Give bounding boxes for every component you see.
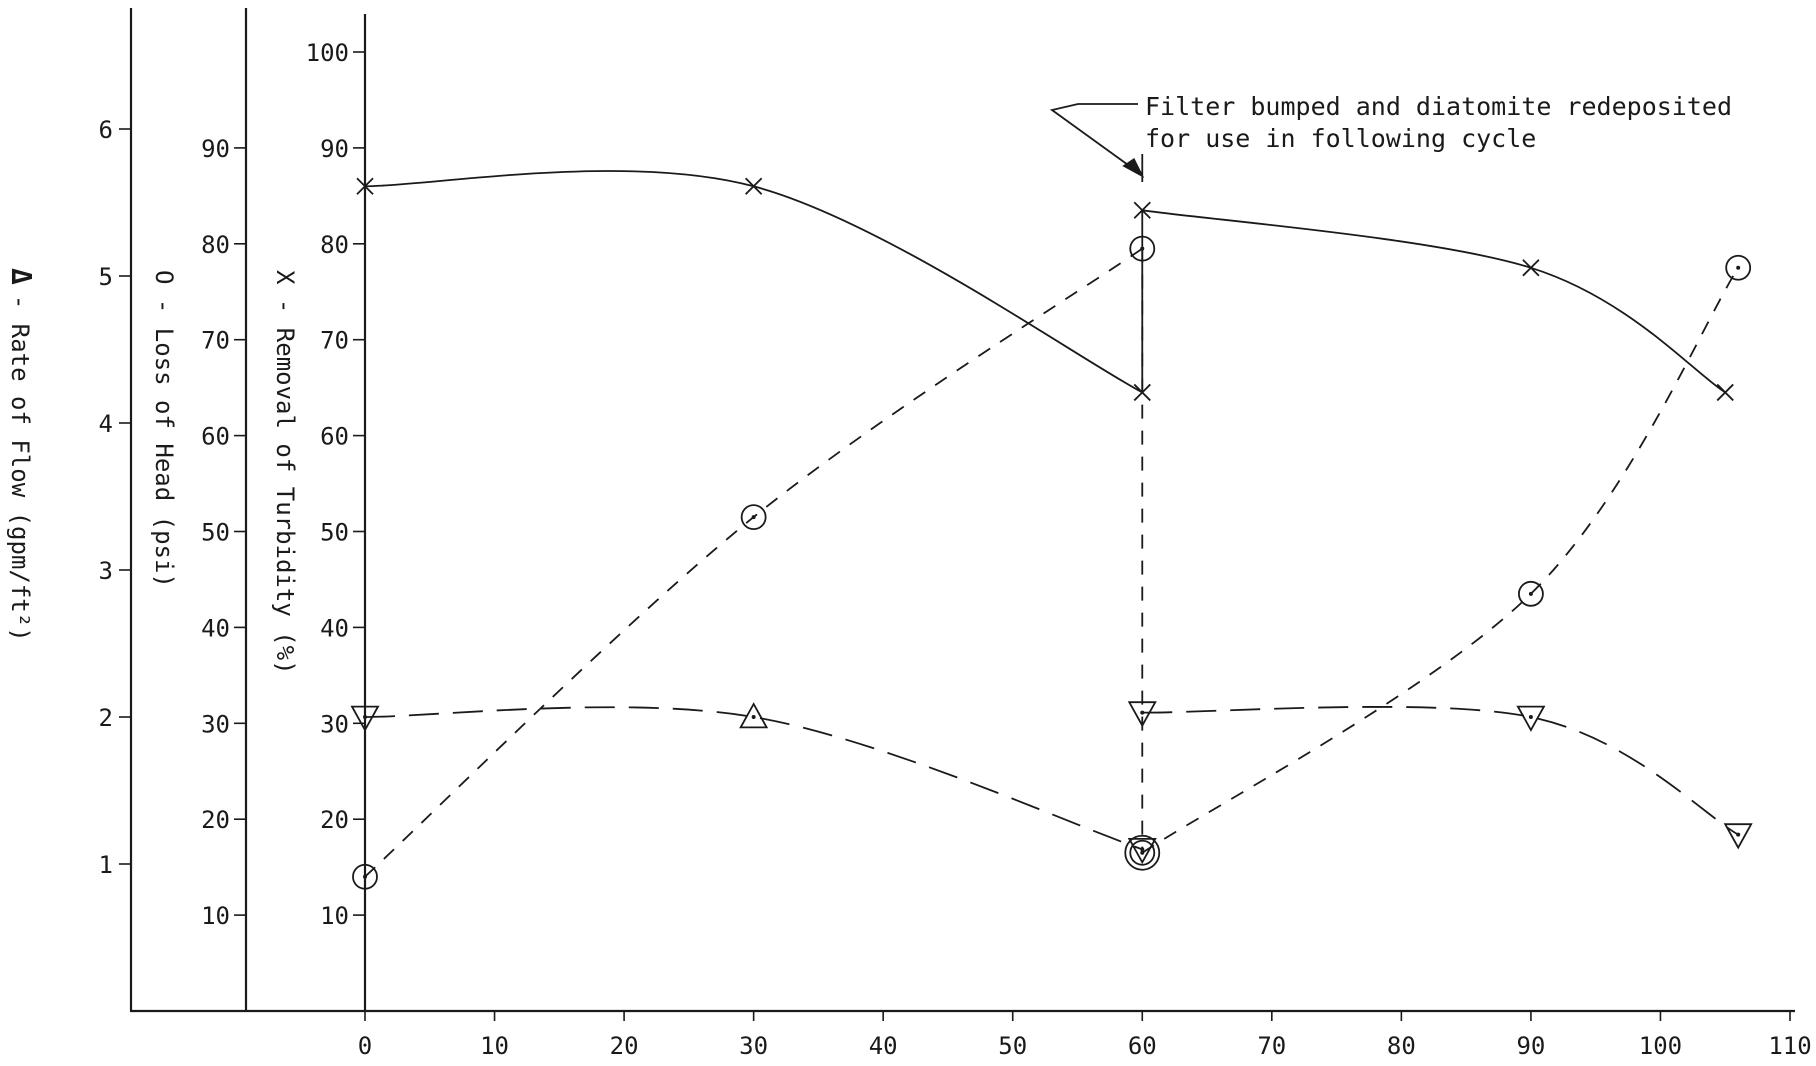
- flow-axis-symbol: Δ: [5, 268, 38, 285]
- triangle-point: [1516, 705, 1546, 732]
- x-tick-label: 60: [1128, 1032, 1157, 1060]
- curves-layer: [364, 170, 1739, 878]
- x-series-curve: [1142, 209, 1726, 394]
- removal-tick-label: 20: [320, 806, 349, 834]
- head-tick-label: 50: [201, 519, 230, 547]
- markers-layer: [350, 177, 1753, 890]
- circle-series-curve: [364, 247, 1143, 878]
- flow-tick-label: 6: [99, 116, 113, 144]
- triangle-series-curve: [364, 706, 1143, 851]
- triangle-point: [1127, 838, 1157, 865]
- removal-tick-label: 50: [320, 519, 349, 547]
- circle-point: [1129, 839, 1156, 866]
- x-series-curve: [364, 170, 1143, 394]
- head-tick-label: 30: [201, 710, 230, 738]
- flow-axis-label: - Rate of Flow (gpm/ft²): [6, 295, 34, 642]
- annotation-layer: Filter bumped and diatomite redeposited …: [1049, 92, 1732, 182]
- x-tick-label: 110: [1768, 1032, 1811, 1060]
- annotation-line-2: for use in following cycle: [1145, 124, 1536, 153]
- triangle-series-curve: [1142, 705, 1739, 836]
- x-tick-label: 50: [998, 1032, 1027, 1060]
- removal-tick-label: 100: [306, 39, 349, 67]
- head-tick-label: 20: [201, 806, 230, 834]
- removal-tick-label: 40: [320, 614, 349, 642]
- x-point: [356, 177, 374, 195]
- circle-series-curve: [1141, 267, 1739, 854]
- head-tick-label: 70: [201, 327, 230, 355]
- bump-ring: [1124, 834, 1161, 871]
- titles-layer: X - Removal of Turbidity (%) O - Loss of…: [5, 268, 299, 675]
- head-tick-label: 60: [201, 423, 230, 451]
- circle-point: [1725, 254, 1752, 281]
- annotation-line-1: Filter bumped and diatomite redeposited: [1145, 92, 1732, 121]
- head-axis-title: O - Loss of Head (psi): [150, 270, 178, 588]
- removal-tick-label: 70: [320, 327, 349, 355]
- triangle-point: [350, 705, 380, 732]
- removal-axis-title: X - Removal of Turbidity (%): [271, 270, 299, 675]
- removal-tick-label: 80: [320, 231, 349, 259]
- removal-tick-label: 30: [320, 710, 349, 738]
- flow-tick-label: 5: [99, 263, 113, 291]
- head-tick-label: 10: [201, 902, 230, 930]
- x-tick-label: 0: [358, 1032, 372, 1060]
- circle-point: [352, 863, 378, 890]
- circle-point: [1518, 580, 1544, 607]
- x-point: [1133, 201, 1151, 219]
- circle-point: [1129, 235, 1156, 262]
- x-tick-label: 100: [1639, 1032, 1682, 1060]
- x-point: [1133, 383, 1151, 402]
- head-tick-label: 80: [201, 231, 230, 259]
- head-tick-label: 40: [201, 614, 230, 642]
- triangle-point: [1723, 823, 1753, 850]
- x-tick-label: 30: [739, 1032, 768, 1060]
- x-tick-label: 70: [1257, 1032, 1286, 1060]
- flow-tick-label: 4: [99, 410, 113, 438]
- x-point: [1716, 383, 1734, 402]
- head-tick-label: 90: [201, 135, 230, 163]
- flow-tick-label: 1: [99, 851, 113, 879]
- x-tick-label: 90: [1516, 1032, 1545, 1060]
- flow-tick-label: 3: [99, 557, 113, 585]
- removal-tick-label: 60: [320, 423, 349, 451]
- annotation-leader: [1049, 103, 1138, 169]
- annotation-arrowhead: [1122, 158, 1145, 178]
- circle-point: [740, 504, 767, 531]
- flow-axis-title: Δ - Rate of Flow (gpm/ft²): [5, 268, 38, 642]
- triangle-point: [739, 702, 769, 729]
- x-tick-label: 20: [610, 1032, 639, 1060]
- x-tick-label: 80: [1387, 1032, 1416, 1060]
- removal-tick-label: 10: [320, 902, 349, 930]
- x-tick-label: 10: [480, 1032, 509, 1060]
- x-point: [744, 177, 763, 195]
- triangle-point: [1127, 701, 1157, 728]
- flow-tick-label: 2: [99, 704, 113, 732]
- x-point: [1522, 259, 1540, 277]
- x-tick-label: 40: [869, 1032, 898, 1060]
- removal-tick-label: 90: [320, 135, 349, 163]
- axes-layer: 0 10 20 30 40 50 60 70 80 90 100 110102030405060708…: [99, 8, 1812, 1060]
